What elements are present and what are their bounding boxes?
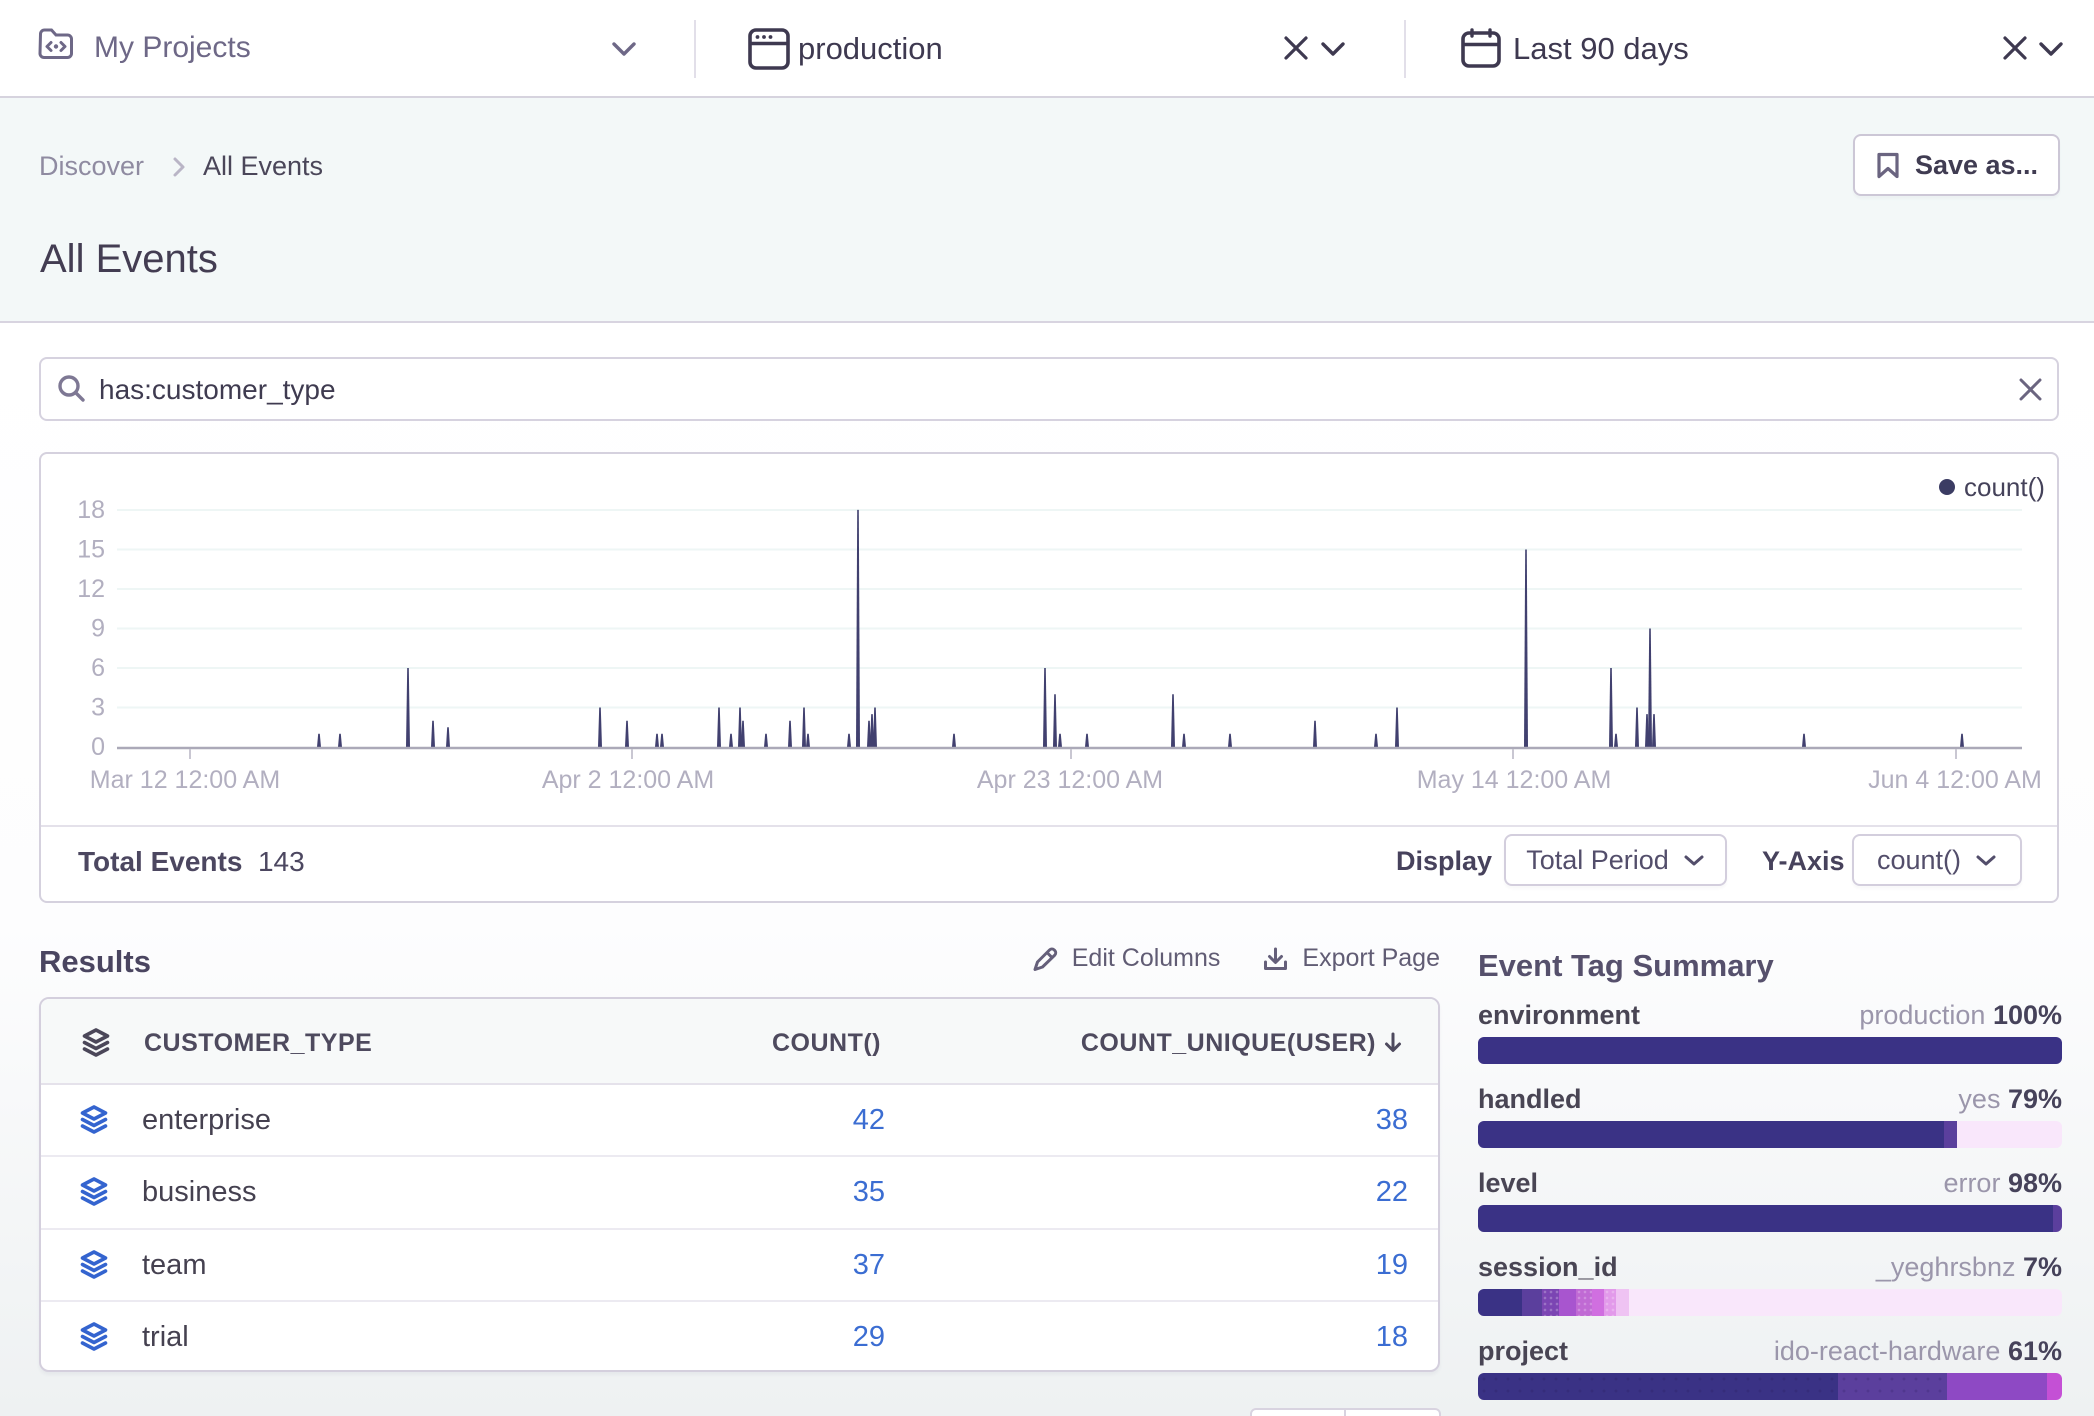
svg-text:12: 12 [77,575,105,603]
svg-text:Jun 4 12:00 AM: Jun 4 12:00 AM [1868,766,2042,794]
svg-text:Apr 2 12:00 AM: Apr 2 12:00 AM [542,766,714,794]
svg-text:count(): count() [1964,472,2045,502]
svg-text:May 14 12:00 AM: May 14 12:00 AM [1417,766,1612,794]
svg-text:15: 15 [77,536,105,564]
svg-text:Mar 12 12:00 AM: Mar 12 12:00 AM [90,766,280,794]
svg-text:9: 9 [91,615,105,643]
svg-text:3: 3 [91,694,105,722]
svg-text:Apr 23 12:00 AM: Apr 23 12:00 AM [977,766,1163,794]
svg-text:18: 18 [77,496,105,524]
svg-text:6: 6 [91,654,105,682]
svg-text:0: 0 [91,733,105,761]
